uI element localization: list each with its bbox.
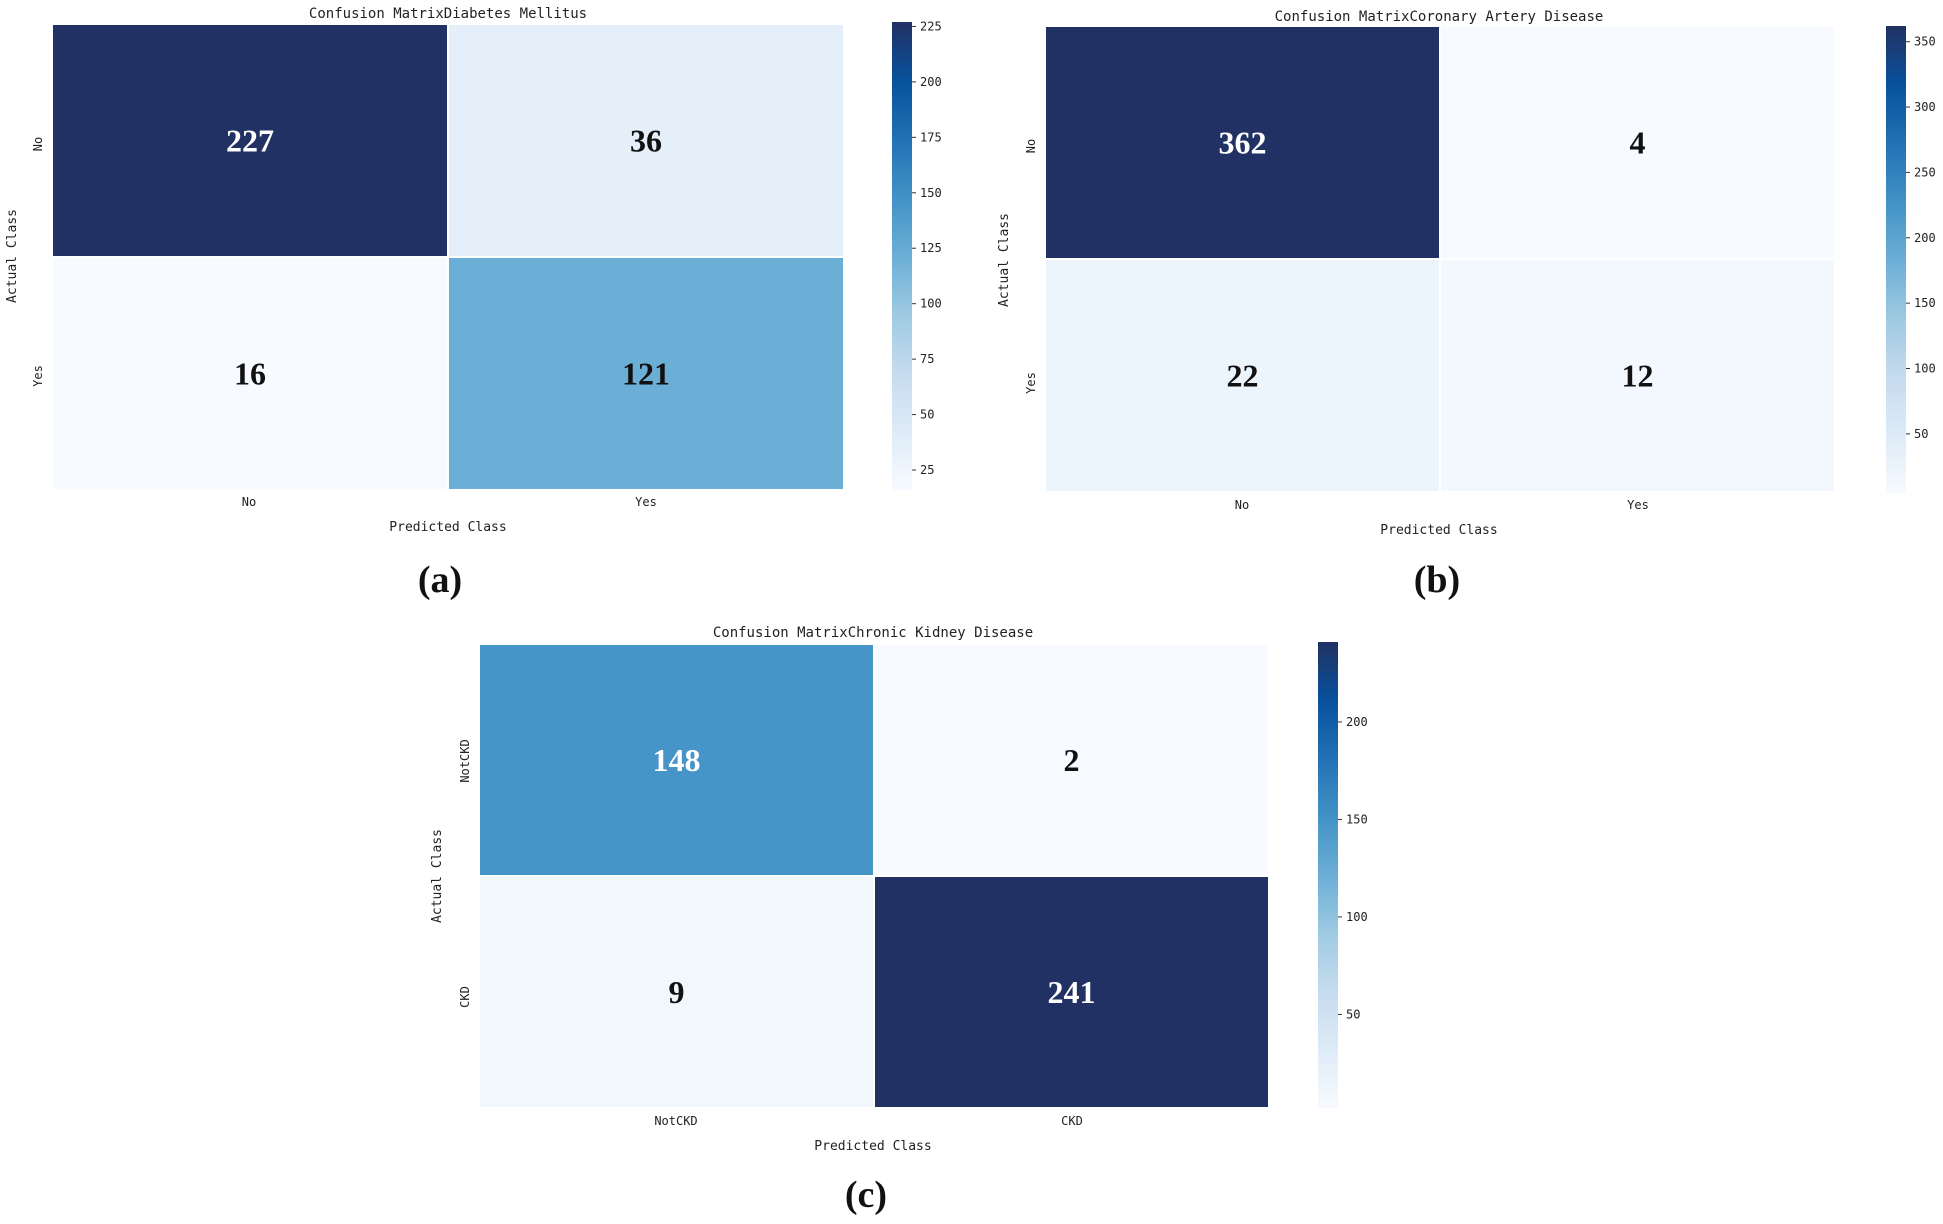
cell-value-label: 16: [234, 356, 266, 392]
colorbar-tick-label: 75: [920, 352, 934, 366]
heatmap-cell: [873, 875, 1270, 1109]
colorbar-tick-label: 300: [1914, 100, 1936, 114]
cell-value-label: 227: [226, 123, 274, 159]
heatmap-cell: [447, 23, 845, 258]
panel-label-c: (c): [845, 1174, 887, 1216]
cell-value-label: 2: [1064, 742, 1080, 778]
colorbar-tick-label: 150: [1914, 296, 1936, 310]
cell-value-label: 9: [669, 974, 685, 1010]
y-tick-label: Yes: [1024, 372, 1038, 394]
colorbar-tick-label: 150: [920, 186, 942, 200]
y-tick-label: CKD: [458, 986, 472, 1008]
colorbar-tick-label: 150: [1346, 812, 1368, 826]
y-tick-label: No: [31, 137, 45, 151]
colorbar-tick-label: 250: [1914, 165, 1936, 179]
cell-value-label: 22: [1227, 358, 1259, 394]
cell-value-label: 36: [630, 123, 662, 159]
colorbar-tick-label: 25: [920, 463, 934, 477]
colorbar-tick-label: 125: [920, 241, 942, 255]
diabetes-confusion-matrix: Confusion MatrixDiabetes Mellitus 227 36 1…: [5, 6, 942, 601]
heatmap-cell: [478, 643, 875, 877]
x-axis-label: Predicted Class: [389, 520, 506, 535]
y-axis-label: Actual Class: [430, 829, 445, 923]
colorbar-tick-label: 225: [920, 19, 942, 33]
cell-value-label: 121: [622, 356, 670, 392]
heatmap-cell: [51, 256, 449, 491]
cell-value-label: 12: [1622, 358, 1654, 394]
colorbar-tick-label: 200: [1346, 715, 1368, 729]
heatmap-cell: [1044, 258, 1441, 493]
y-tick-label: No: [1024, 139, 1038, 153]
heatmap-cell: [1439, 258, 1836, 493]
x-tick-label: NotCKD: [654, 1114, 697, 1128]
coronary-confusion-matrix: Confusion MatrixCoronary Artery Disease …: [997, 9, 1936, 601]
y-axis-label: Actual Class: [5, 209, 20, 303]
colorbar-tick-label: 200: [1914, 231, 1936, 245]
cell-value-label: 4: [1630, 125, 1646, 161]
cell-value-label: 362: [1219, 125, 1267, 161]
y-axis-label: Actual Class: [997, 213, 1012, 307]
colorbar-tick-label: 200: [920, 75, 942, 89]
heatmap-cell: [873, 643, 1270, 877]
x-axis-label: Predicted Class: [1380, 523, 1497, 538]
colorbar-tick-label: 50: [1346, 1007, 1360, 1021]
x-tick-label: Yes: [635, 495, 657, 509]
colorbar: [1318, 642, 1338, 1108]
x-tick-label: No: [242, 495, 256, 509]
heatmap-cell: [51, 23, 449, 258]
cell-value-label: 241: [1048, 974, 1096, 1010]
y-tick-label: NotCKD: [458, 739, 472, 782]
x-tick-label: No: [1235, 498, 1249, 512]
x-tick-label: Yes: [1627, 498, 1649, 512]
kidney-confusion-matrix: Confusion MatrixChronic Kidney Disease 1…: [430, 625, 1368, 1216]
colorbar-tick-label: 100: [1346, 910, 1368, 924]
chart-title: Confusion MatrixDiabetes Mellitus: [309, 6, 587, 22]
colorbar: [892, 22, 912, 490]
colorbar-tick-label: 350: [1914, 35, 1936, 49]
chart-title: Confusion MatrixChronic Kidney Disease: [713, 625, 1033, 641]
chart-title: Confusion MatrixCoronary Artery Disease: [1275, 9, 1604, 25]
panel-label-b: (b): [1414, 559, 1460, 601]
colorbar-tick-label: 100: [1914, 362, 1936, 376]
x-axis-label: Predicted Class: [814, 1139, 931, 1154]
colorbar-tick-label: 50: [1914, 427, 1928, 441]
cell-value-label: 148: [653, 742, 701, 778]
colorbar-tick-label: 50: [920, 408, 934, 422]
x-tick-label: CKD: [1061, 1114, 1083, 1128]
colorbar: [1886, 26, 1906, 494]
colorbar-tick-label: 175: [920, 130, 942, 144]
y-tick-label: Yes: [31, 365, 45, 387]
colorbar-tick-label: 100: [920, 297, 942, 311]
heatmap-cell: [478, 875, 875, 1109]
panel-label-a: (a): [418, 559, 462, 601]
heatmap-cell: [1439, 25, 1836, 260]
heatmap-cell: [447, 256, 845, 491]
